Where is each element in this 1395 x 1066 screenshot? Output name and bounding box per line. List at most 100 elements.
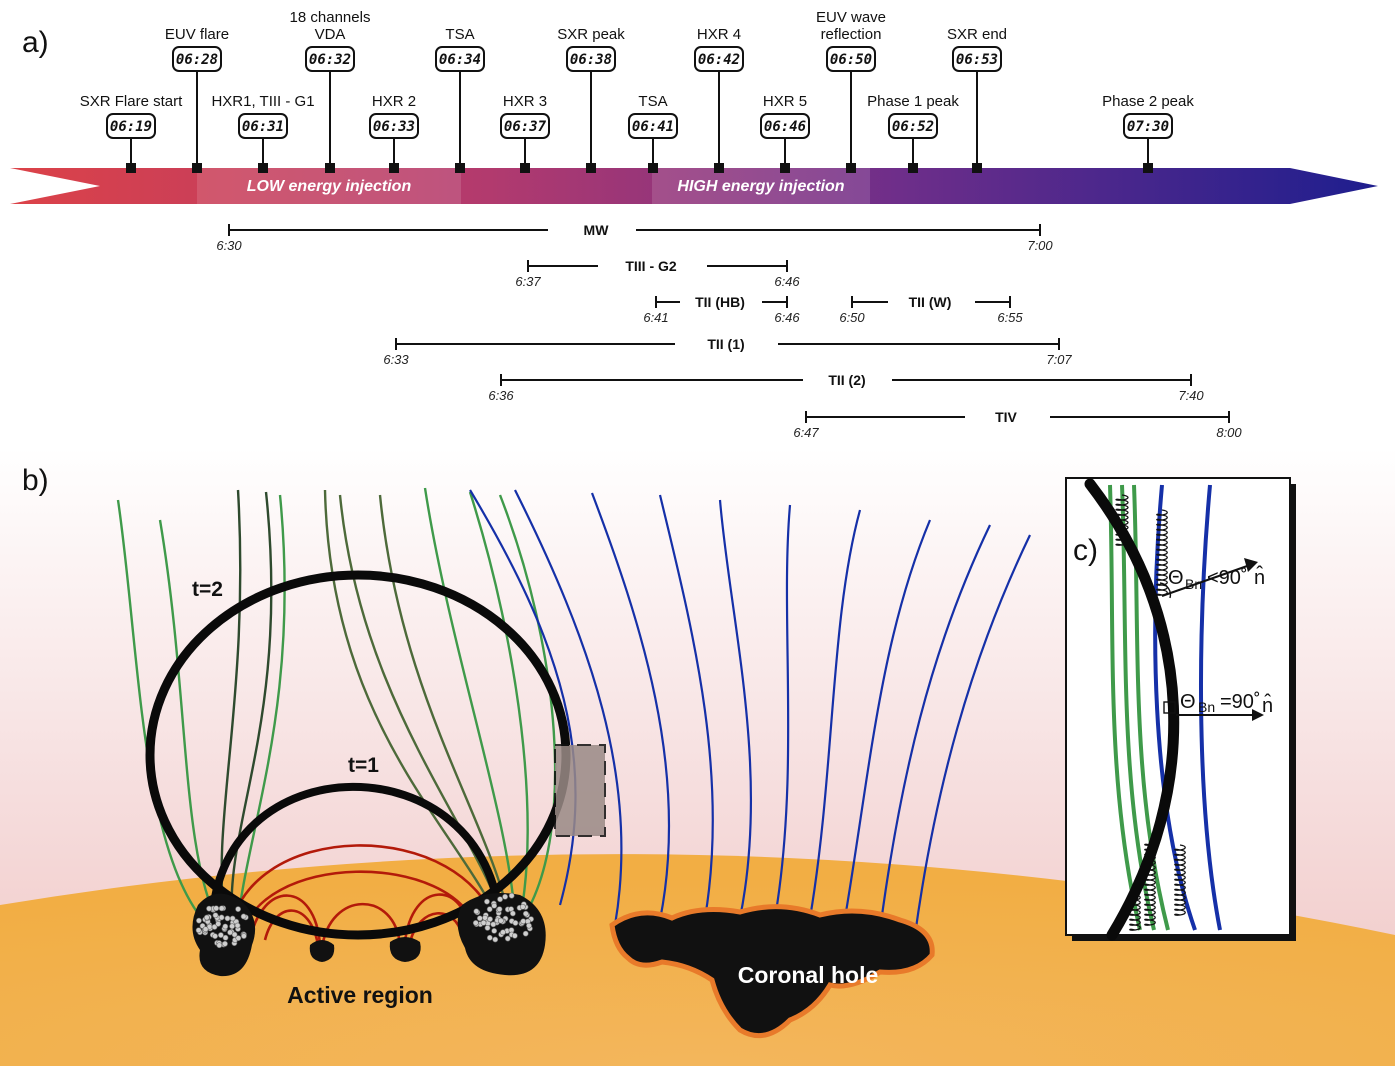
time-span: MW 6:30 7:00 xyxy=(216,222,1053,253)
footpoint-dot xyxy=(522,910,529,917)
footpoint-dot xyxy=(508,892,515,899)
span-name: TIV xyxy=(995,409,1017,425)
footpoint-dot xyxy=(202,926,209,933)
event-tick xyxy=(258,163,268,173)
footpoint-dot xyxy=(217,932,224,938)
footpoint-dot xyxy=(486,906,493,913)
time-span: TII (W) 6:50 6:55 xyxy=(839,294,1023,325)
event-time: 06:41 xyxy=(632,119,674,135)
inset-green-field-line xyxy=(1108,484,1142,931)
span-end-time: 6:46 xyxy=(774,310,800,325)
time-spans: MW 6:30 7:00 TIII - G2 6:37 6:46 TII (HB) 6:41 6… xyxy=(216,222,1242,440)
footpoint-dot xyxy=(224,915,231,922)
footpoint-dot xyxy=(195,927,202,934)
time-box xyxy=(888,113,938,139)
event-label: HXR 5 xyxy=(763,93,807,110)
open-field-line-blue xyxy=(590,492,671,921)
open-field-line-blue xyxy=(469,489,577,906)
event-label: HXR 4 xyxy=(697,26,741,43)
footpoint-dot xyxy=(492,936,499,943)
footpoint-dot xyxy=(213,905,220,912)
open-field-line-green xyxy=(236,494,286,921)
footpoint-dot xyxy=(222,923,229,930)
panel-a-label: a) xyxy=(22,26,49,59)
shock-front-t1 xyxy=(208,782,504,931)
theta-oblique-relation: <90˚ xyxy=(1207,567,1248,589)
inset-blue-field-line xyxy=(1198,484,1222,931)
open-field-line-blue xyxy=(718,499,753,919)
event-marker: 06:37 HXR 3 xyxy=(500,93,550,173)
event-time: 06:34 xyxy=(439,52,481,68)
span-name: TII (2) xyxy=(828,372,865,388)
sunspot-small xyxy=(309,940,335,962)
time-span: TII (2) 6:36 7:40 xyxy=(488,372,1204,403)
footpoint-dot xyxy=(491,902,498,909)
footpoint-dot xyxy=(484,898,490,905)
span-start-time: 6:50 xyxy=(839,310,865,325)
event-label: SXR Flare start xyxy=(80,93,183,110)
high-injection-band xyxy=(652,168,870,204)
footpoint-dot xyxy=(520,918,527,925)
event-time: 06:38 xyxy=(570,52,612,68)
event-time: 06:31 xyxy=(242,119,284,135)
theta-perp-relation: =90˚ xyxy=(1220,691,1261,713)
footpoint-dot xyxy=(218,914,225,921)
event-label: EUV flare xyxy=(165,26,229,43)
footpoint-dot xyxy=(482,914,488,921)
right-angle-icon xyxy=(1163,701,1176,714)
event-label: Phase 1 peak xyxy=(867,93,959,110)
open-field-line-blue xyxy=(913,534,1031,936)
footpoint-dot xyxy=(222,934,229,941)
event-time: 06:53 xyxy=(956,52,998,68)
event-marker: 06:31 HXR1, TIII - G1 xyxy=(211,93,315,173)
event-time: 06:19 xyxy=(110,119,152,135)
open-field-line-green xyxy=(468,491,529,919)
closed-loop xyxy=(248,894,322,946)
footpoint-dot xyxy=(240,913,247,920)
angle-arc-icon xyxy=(1159,582,1172,599)
footpoint-dot xyxy=(496,906,503,913)
zoom-region-box xyxy=(554,744,606,837)
event-tick xyxy=(714,163,724,173)
footpoint-dot xyxy=(235,935,242,942)
event-marker: 06:34 TSA xyxy=(435,26,485,173)
event-marker: 06:41 TSA xyxy=(628,93,678,173)
span-name: MW xyxy=(584,222,610,238)
span-end-time: 7:07 xyxy=(1046,352,1072,367)
time-span: TII (HB) 6:41 6:46 xyxy=(643,294,800,325)
event-time: 06:32 xyxy=(309,52,351,68)
oblique-normal: Θ Bn <90˚ n̂ xyxy=(1159,558,1265,599)
coronal-hole xyxy=(609,904,935,1039)
event-label-line2: reflection xyxy=(821,26,882,43)
gyration-coil xyxy=(1156,509,1168,596)
footpoint-dot xyxy=(229,923,235,930)
event-marker: 06:38 SXR peak xyxy=(557,26,625,173)
time-box xyxy=(1123,113,1173,139)
time-box xyxy=(238,113,288,139)
span-start-time: 6:30 xyxy=(216,238,242,253)
normal-label-perp: n̂ xyxy=(1262,694,1273,717)
time-span: TII (1) 6:33 7:07 xyxy=(383,336,1072,367)
footpoint-dot xyxy=(484,924,491,931)
gyration-coil xyxy=(1129,894,1141,931)
event-time: 06:42 xyxy=(698,52,740,68)
time-span: TIII - G2 6:37 6:46 xyxy=(515,258,800,289)
event-time: 06:52 xyxy=(892,119,934,135)
footpoint-dots xyxy=(195,892,534,949)
footpoint-dot xyxy=(490,921,497,928)
time-box xyxy=(106,113,156,139)
span-name: TII (HB) xyxy=(695,294,745,310)
sunspot-left xyxy=(192,893,256,977)
panel-c-label: c) xyxy=(1073,534,1098,567)
event-label: HXR 3 xyxy=(503,93,547,110)
event-tick xyxy=(972,163,982,173)
footpoint-dot xyxy=(215,921,222,927)
time-box xyxy=(694,46,744,72)
theta-oblique-symbol: Θ xyxy=(1168,567,1184,589)
event-tick xyxy=(780,163,790,173)
footpoint-dot xyxy=(497,896,503,903)
sunspot-small xyxy=(389,937,421,962)
footpoint-dot xyxy=(491,927,498,934)
arrowhead-icon xyxy=(1252,709,1264,721)
